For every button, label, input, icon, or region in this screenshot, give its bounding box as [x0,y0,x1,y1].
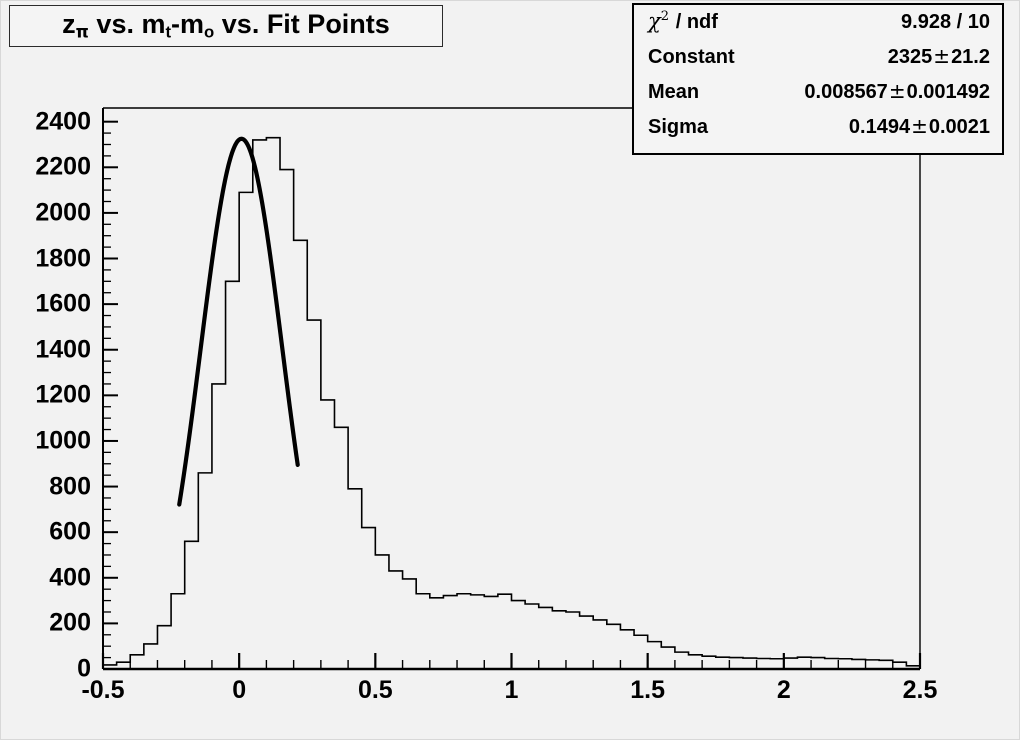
stats-row-constant: Constant 2325±21.2 [648,44,990,79]
x-tick-label-4: 1.5 [630,676,666,704]
y-tick-label-1000: 1000 [35,426,91,455]
y-tick-label-2200: 2200 [35,152,91,181]
y-tick-label-200: 200 [49,608,91,637]
y-tick-label-0: 0 [77,654,91,683]
stats-label-chi2: χ2 / ndf [648,9,718,33]
y-tick-label-2000: 2000 [35,198,91,227]
x-tick-label-0: -0.5 [81,676,125,704]
fit-statistics-box: χ2 / ndf 9.928 / 10 Constant 2325±21.2 M… [632,3,1004,155]
stats-row-mean: Mean 0.008567±0.001492 [648,79,990,114]
stats-value-mean: 0.008567±0.001492 [804,79,990,103]
y-tick-label-1200: 1200 [35,380,91,409]
x-axis-ticks [101,653,922,669]
x-tick-label-5: 2 [776,676,791,704]
stats-row-chi2: χ2 / ndf 9.928 / 10 [648,9,990,44]
page-title: zπ vs. mt-mo vs. Fit Points [62,8,390,42]
x-tick-label-3: 1 [504,676,519,704]
x-tick-label-6: 2.5 [902,676,938,704]
stats-label-mean: Mean [648,81,700,103]
stats-value-constant: 2325±21.2 [887,44,990,68]
y-tick-label-2400: 2400 [35,107,91,136]
y-tick-label-1400: 1400 [35,335,91,364]
x-tick-label-2: 0.5 [357,676,393,704]
y-tick-label-800: 800 [49,472,91,501]
y-tick-label-1800: 1800 [35,244,91,272]
y-tick-label-600: 600 [49,517,91,546]
y-tick-label-1600: 1600 [35,289,91,318]
plot-title-box: zπ vs. mt-mo vs. Fit Points [9,5,443,47]
x-tick-label-1: 0 [232,676,247,704]
stats-label-constant: Constant [648,46,735,68]
y-tick-label-400: 400 [49,563,91,592]
stats-row-sigma: Sigma 0.1494±0.0021 [648,114,990,149]
gaussian-fit-curve [177,136,300,507]
stats-value-sigma: 0.1494±0.0021 [848,114,990,138]
stats-value-chi2: 9.928 / 10 [901,11,990,33]
plot-frame [102,107,921,671]
histogram-trace [102,136,921,669]
stats-label-sigma: Sigma [648,116,709,138]
y-axis-ticks [103,120,118,670]
